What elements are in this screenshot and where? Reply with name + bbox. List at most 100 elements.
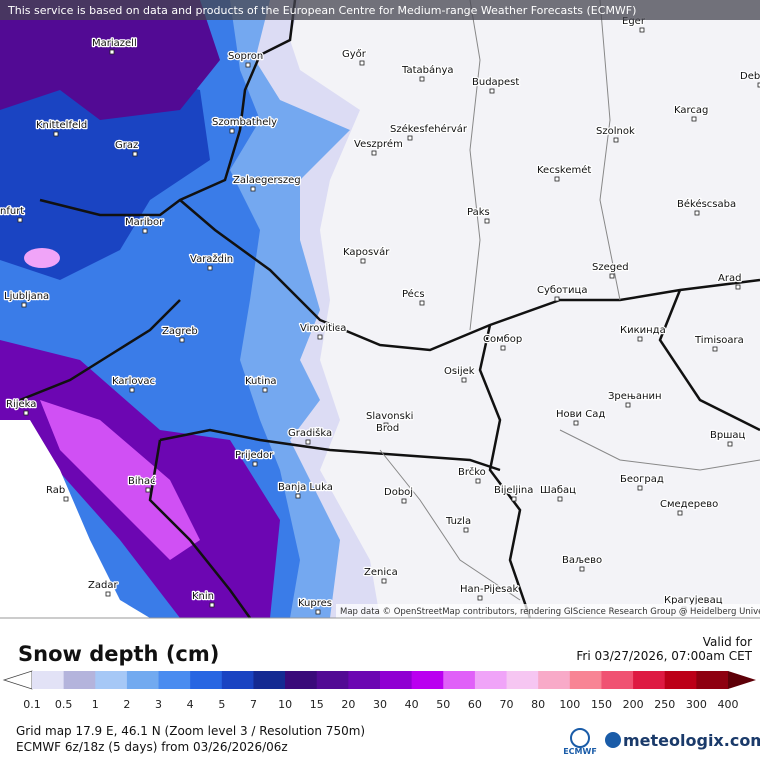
- colorbar-tick: 15: [310, 698, 324, 711]
- city-label: Paks: [467, 207, 490, 218]
- colorbar-segment: [696, 671, 729, 689]
- attribution: Map data © OpenStreetMap contributors, r…: [340, 607, 760, 617]
- city-marker: [229, 128, 235, 134]
- city-marker: [500, 345, 506, 351]
- colorbar-segment: [538, 671, 571, 689]
- colorbar-tick: 40: [405, 698, 419, 711]
- city-marker: [245, 62, 251, 68]
- city-label: Banja Luka: [278, 482, 333, 493]
- colorbar-segment: [348, 671, 381, 689]
- city-label: Rab: [46, 485, 65, 496]
- city-label: Szombathely: [212, 117, 277, 128]
- city-label: Prijedor: [235, 450, 274, 461]
- colorbar-tick: 2: [123, 698, 130, 711]
- city-marker: [511, 496, 517, 502]
- colorbar-tick: 30: [373, 698, 387, 711]
- colorbar-segment: [380, 671, 413, 689]
- city-marker: [305, 439, 311, 445]
- city-marker: [477, 595, 483, 601]
- city-label: Шабац: [540, 485, 576, 496]
- city-marker: [573, 420, 579, 426]
- city-marker: [419, 300, 425, 306]
- city-marker: [207, 265, 213, 271]
- city-marker: [639, 27, 645, 33]
- city-label: Београд: [620, 474, 664, 485]
- city-marker: [142, 228, 148, 234]
- colorbar-tick: 80: [531, 698, 545, 711]
- city-label: Zenica: [364, 567, 398, 578]
- city-label: Győr: [342, 48, 367, 60]
- city-marker: [419, 76, 425, 82]
- colorbar-tick: 5: [218, 698, 225, 711]
- city-marker: [53, 131, 59, 137]
- colorbar-tick: 150: [591, 698, 612, 711]
- colorbar-segment: [32, 671, 65, 689]
- city-marker: [252, 461, 258, 467]
- city-label: Зрењанин: [608, 391, 662, 402]
- city-marker: [484, 218, 490, 224]
- city-marker: [557, 496, 563, 502]
- valid-time: Fri 03/27/2026, 07:00am CET: [576, 649, 752, 663]
- colorbar-tick: 70: [500, 698, 514, 711]
- colorbar-segment: [601, 671, 634, 689]
- city-marker: [613, 137, 619, 143]
- city-label: Osijek: [444, 366, 475, 377]
- city-label: Кикинда: [620, 325, 666, 336]
- colorbar-tick: 4: [187, 698, 194, 711]
- region-borders: [379, 0, 760, 601]
- city-label: Суботица: [537, 285, 587, 296]
- city-marker: [401, 498, 407, 504]
- city-marker: [23, 410, 29, 416]
- city-label: Doboj: [384, 487, 413, 498]
- city-label: Arad: [718, 273, 741, 284]
- colorbar-tick: 60: [468, 698, 482, 711]
- legend-title: Snow depth (cm): [18, 642, 219, 666]
- city-label: Ваљево: [562, 555, 602, 566]
- city-marker: [554, 296, 560, 302]
- city-label: Sopron: [228, 51, 263, 62]
- city-label: Szeged: [592, 262, 629, 273]
- city-label: Gradiška: [288, 427, 332, 439]
- city-label: Békéscsaba: [677, 198, 736, 210]
- city-marker: [17, 217, 23, 223]
- snow-velebit: [40, 400, 200, 560]
- brand-logo: [605, 732, 621, 748]
- colorbar-tick: 10: [278, 698, 292, 711]
- colorbar-tick: 250: [654, 698, 675, 711]
- map: [0, 0, 760, 619]
- colorbar-segment: [221, 671, 254, 689]
- city-label: Ljubljana: [4, 291, 49, 302]
- city-marker: [109, 49, 115, 55]
- city-marker: [371, 150, 377, 156]
- city-marker: [757, 82, 760, 88]
- city-marker: [145, 487, 151, 493]
- attribution-bg: [336, 604, 760, 618]
- city-marker: [63, 496, 69, 502]
- city-label: Graz: [115, 140, 138, 151]
- city-label: Han-Pijesak: [460, 584, 518, 595]
- city-label: Zagreb: [162, 326, 198, 337]
- country-borders: [19, 0, 760, 619]
- city-label: Karcag: [674, 105, 708, 116]
- city-marker: [475, 478, 481, 484]
- colorbar-tick: 400: [718, 698, 739, 711]
- city-marker: [735, 284, 741, 290]
- city-marker: [489, 88, 495, 94]
- colorbar-segment: [316, 671, 349, 689]
- city-marker: [317, 334, 323, 340]
- city-label: Крагујевац: [664, 594, 723, 606]
- colorbar-segment: [285, 671, 318, 689]
- city-label: Veszprém: [354, 138, 403, 150]
- city-marker: [105, 591, 111, 597]
- city-label: Смедерево: [660, 499, 718, 510]
- city-marker: [625, 402, 631, 408]
- city-label: Bihać: [128, 475, 156, 487]
- city-marker: [21, 302, 27, 308]
- city-marker: [637, 485, 643, 491]
- city-label: Сомбор: [483, 334, 522, 345]
- colorbar-tick: 100: [559, 698, 580, 711]
- footer-grid: Grid map 17.9 E, 46.1 N (Zoom level 3 / …: [16, 724, 365, 738]
- city-marker: [579, 566, 585, 572]
- city-label: Bijeljina: [494, 485, 533, 496]
- city-label: Pécs: [402, 288, 425, 300]
